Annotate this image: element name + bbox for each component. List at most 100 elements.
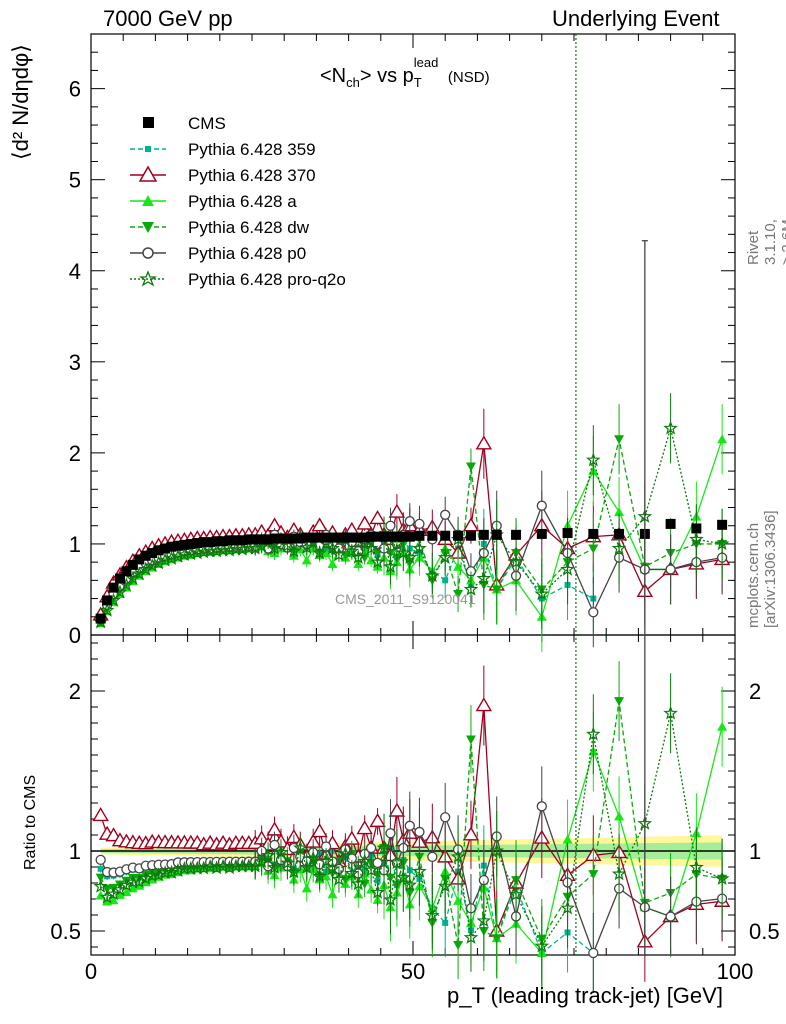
cms-point xyxy=(398,531,409,542)
point-pp0 xyxy=(440,509,451,520)
ratio-point-pa xyxy=(717,721,728,731)
ratio-point-pq2o xyxy=(412,863,427,878)
ratio-point-p359 xyxy=(97,865,104,872)
ratio-point-pq2o xyxy=(286,864,302,879)
ratio-point-pq2o xyxy=(389,855,405,870)
ratio-point-pq2o xyxy=(689,859,704,874)
cms-point xyxy=(536,528,547,539)
cms-point xyxy=(340,532,351,543)
ratio-point-pp0 xyxy=(427,851,438,863)
point-pq2o xyxy=(131,566,147,581)
ratio-point-pdw xyxy=(453,940,464,950)
cms-point xyxy=(427,530,438,541)
x-tick-label: 0 xyxy=(85,959,97,984)
ratio-point-pq2o xyxy=(376,840,392,855)
ratio-point-pq2o xyxy=(450,849,466,864)
cms-point xyxy=(491,529,502,540)
cms-point xyxy=(185,538,196,549)
point-pdw xyxy=(614,435,625,445)
point-pa xyxy=(453,561,464,571)
cms-point xyxy=(140,550,151,561)
point-pq2o xyxy=(437,549,453,564)
cms-point xyxy=(717,519,728,530)
cms-point xyxy=(333,532,344,543)
x-axis-label: p_T (leading track-jet) [GeV] xyxy=(447,983,723,1008)
ratio-point-p359 xyxy=(442,919,449,926)
cms-point xyxy=(179,539,190,550)
ratio-point-pq2o xyxy=(280,855,295,870)
cms-point xyxy=(353,532,364,543)
ratio-point-pp0 xyxy=(385,828,396,839)
ratio-point-pq2o xyxy=(344,865,360,880)
cms-point xyxy=(366,531,377,542)
legend-entry-p0: Pythia 6.428 p0 xyxy=(130,242,430,266)
ratio-point-p370 xyxy=(311,823,328,838)
ratio-point-pp0 xyxy=(536,801,547,812)
cms-point xyxy=(295,533,306,544)
analysis-watermark: CMS_2011_S9120041 xyxy=(335,591,476,607)
ratio-point-pq2o xyxy=(331,871,347,886)
cms-point xyxy=(465,530,476,541)
cms-point xyxy=(160,543,171,554)
point-pa xyxy=(717,434,728,444)
plot-title: <Nch> vs pT lead (NSD) xyxy=(320,55,490,90)
ratio-point-pdw xyxy=(614,697,625,707)
cms-point xyxy=(243,534,254,545)
point-pq2o xyxy=(560,561,575,576)
point-pq2o xyxy=(189,545,205,560)
point-pa xyxy=(614,507,625,517)
ratio-point-p370 xyxy=(462,826,480,841)
ratio-point-pp0 xyxy=(269,839,280,851)
point-pq2o xyxy=(714,536,730,551)
header-analysis: Underlying Event xyxy=(552,6,720,31)
ratio-point-pq2o xyxy=(663,705,678,720)
ratio-point-pq2o xyxy=(144,868,160,883)
point-pq2o xyxy=(663,420,678,435)
y-tick-label: 3 xyxy=(69,350,81,375)
ratio-y-tick-label-right: 2 xyxy=(749,679,761,704)
point-p370 xyxy=(388,503,406,518)
legend-label-a: Pythia 6.428 a xyxy=(188,192,297,211)
cms-point xyxy=(440,530,451,541)
series-pa xyxy=(95,404,728,993)
point-pq2o xyxy=(177,547,192,562)
legend-entry-a: Pythia 6.428 a xyxy=(130,190,430,214)
legend-entry-370: Pythia 6.428 370 xyxy=(130,164,430,188)
ratio-point-pq2o xyxy=(267,859,282,874)
point-pq2o xyxy=(389,536,405,551)
ratio-point-p370 xyxy=(388,802,406,817)
rivet-version-label: Rivet 3.1.10, ≥ 2.6M events xyxy=(745,219,786,265)
point-pq2o xyxy=(209,543,224,558)
legend-entry-dw: Pythia 6.428 dw xyxy=(130,216,430,240)
ratio-y-tick-label: 0.5 xyxy=(50,919,81,944)
cms-point xyxy=(237,535,248,546)
ratio-point-pdw xyxy=(491,934,502,944)
point-pq2o xyxy=(476,570,492,585)
cms-point xyxy=(346,532,357,543)
ratio-point-p370 xyxy=(92,807,109,822)
cms-point xyxy=(230,535,241,546)
ratio-point-p370 xyxy=(475,697,493,712)
cms-point xyxy=(301,532,312,543)
point-pq2o xyxy=(170,548,186,563)
cms-point xyxy=(478,529,489,540)
ratio-point-pq2o xyxy=(476,913,492,928)
legend-label-q2o: Pythia 6.428 pro-q2o xyxy=(188,270,346,289)
ratio-point-pq2o xyxy=(305,850,321,865)
cms-point xyxy=(314,532,325,543)
cms-point xyxy=(134,554,145,565)
ratio-point-pq2o xyxy=(383,892,398,907)
ratio-point-pdw xyxy=(465,735,476,745)
cms-point xyxy=(453,530,464,541)
cms-point xyxy=(147,548,158,559)
legend-label-cms: CMS xyxy=(188,114,226,133)
cms-point xyxy=(108,582,119,593)
cms-point xyxy=(614,528,625,539)
cms-point xyxy=(588,528,599,539)
ratio-point-pp0 xyxy=(588,947,599,959)
cms-point xyxy=(166,541,177,552)
ratio-point-pq2o xyxy=(202,858,218,873)
x-tick-label: 50 xyxy=(401,959,425,984)
point-pdw xyxy=(588,544,599,554)
point-pq2o xyxy=(383,558,398,574)
